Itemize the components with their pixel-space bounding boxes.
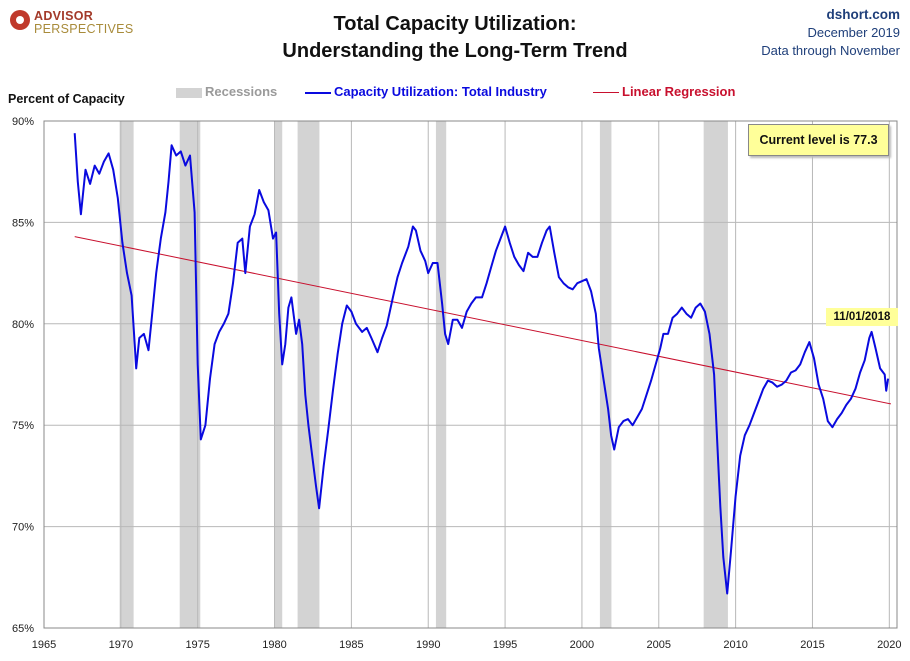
y-tick-label: 75% [12,420,34,432]
logo-text-top: ADVISOR [34,9,94,23]
legend-regression-label: Linear Regression [622,84,736,99]
recession-bands [119,121,728,628]
capacity-utilization-line [73,133,890,595]
legend-capacity-swatch [305,92,331,94]
plot-frame [43,120,898,629]
x-tick-label: 1990 [416,639,440,651]
y-axis: 65% 70% 75% 80% 85% 90% [12,116,34,635]
legend-recessions-label: Recessions [205,84,278,99]
x-tick-label: 2000 [570,639,594,651]
legend-regression-swatch [593,92,619,93]
x-tick-label: 1975 [185,639,209,651]
y-tick-label: 70% [12,522,34,534]
chart-title: Total Capacity Utilization: [333,13,577,35]
recession-band-2 [274,121,283,628]
peak-date-callout: 11/01/2018 [826,308,898,326]
logo-icon [10,10,30,30]
x-axis: 1965 1970 1975 1980 1985 1990 1995 2000 2005 2010… [32,639,902,651]
x-tick-label: 2015 [800,639,824,651]
y-tick-label: 90% [12,116,34,128]
recession-band-5 [599,121,612,628]
legend-recessions-swatch [176,88,202,98]
source-label: dshort.com [826,7,900,22]
x-tick-label: 1980 [262,639,286,651]
x-tick-label: 2020 [877,639,901,651]
y-tick-label: 65% [12,623,34,635]
current-level-callout: Current level is 77.3 [748,124,889,156]
recession-band-4 [435,121,447,628]
x-tick-label: 1985 [339,639,363,651]
recession-band-6 [703,121,728,628]
regression-line [74,236,892,405]
publish-date: December 2019 [807,25,901,40]
legend-capacity-label: Capacity Utilization: Total Industry [334,84,547,99]
advisor-perspectives-logo: ADVISOR PERSPECTIVES [10,8,140,38]
y-tick-label: 85% [12,217,34,229]
x-tick-label: 1970 [109,639,133,651]
recession-band-0 [119,121,134,628]
chart-subtitle: Understanding the Long-Term Trend [282,40,628,62]
x-tick-label: 2010 [723,639,747,651]
x-tick-label: 2005 [647,639,671,651]
y-tick-label: 80% [12,319,34,331]
data-through-label: Data through November [761,43,900,58]
x-tick-label: 1995 [493,639,517,651]
recession-band-3 [297,121,320,628]
x-tick-label: 1965 [32,639,56,651]
gridlines [44,121,897,628]
logo-text-bottom: PERSPECTIVES [34,22,134,36]
y-axis-title: Percent of Capacity [8,92,125,106]
